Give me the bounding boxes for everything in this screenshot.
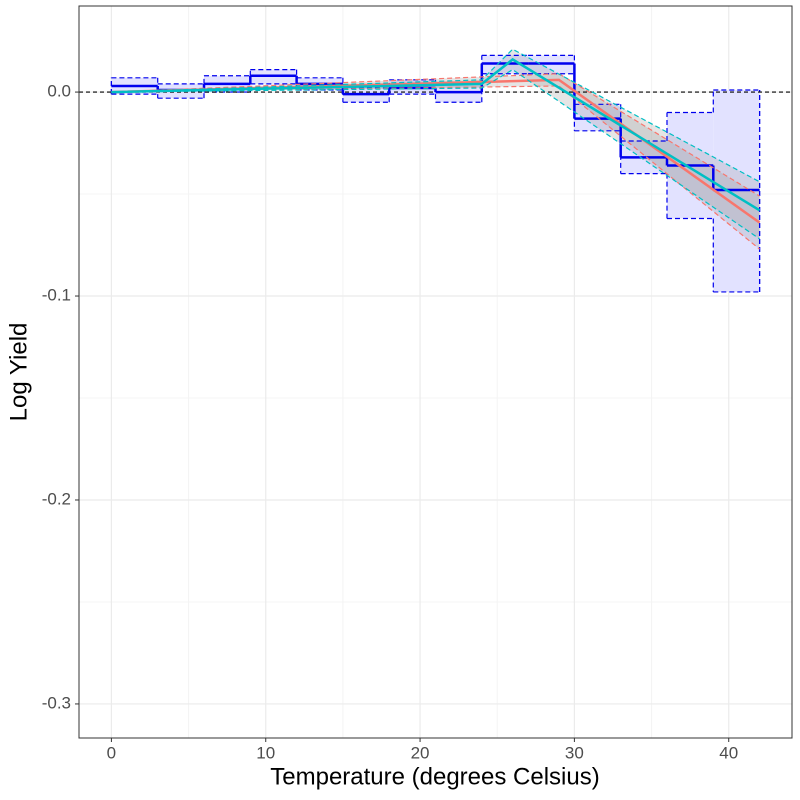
x-tick-label: 0: [107, 743, 116, 762]
y-tick-label: -0.3: [42, 693, 71, 712]
ci-lower: [111, 68, 760, 240]
x-tick-label: 40: [719, 743, 738, 762]
y-tick-label: 0.0: [47, 82, 71, 101]
x-axis-title: Temperature (degrees Celsius): [270, 763, 599, 790]
x-tick-label: 10: [256, 743, 275, 762]
ci-upper: [111, 48, 760, 183]
x-tick-label: 20: [411, 743, 430, 762]
ci-upper: [111, 73, 760, 197]
y-tick-label: -0.1: [42, 286, 71, 305]
line: [111, 57, 761, 212]
ci-lower: [111, 85, 760, 250]
panel-border: [78, 5, 793, 739]
y-tick-label: -0.2: [42, 489, 71, 508]
y-axis-title: Log Yield: [5, 323, 32, 422]
x-tick-label: 30: [565, 743, 584, 762]
